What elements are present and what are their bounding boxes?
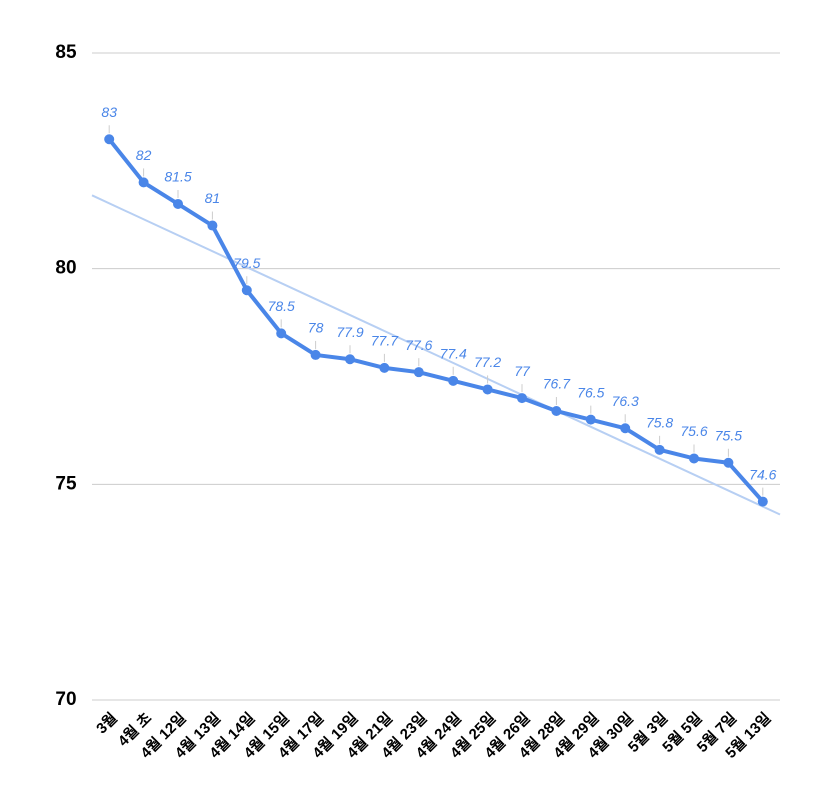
data-label: 82 — [136, 147, 152, 163]
data-label: 77.2 — [474, 354, 501, 370]
point — [757, 496, 768, 507]
data-label: 76.7 — [543, 376, 571, 392]
data-label: 81.5 — [164, 169, 191, 185]
point — [207, 220, 218, 231]
point — [448, 375, 459, 386]
x-tick-label: 3월 — [93, 710, 121, 738]
data-label: 74.6 — [749, 466, 776, 482]
point — [585, 414, 596, 425]
data-label: 75.5 — [715, 427, 742, 443]
data-label: 81 — [205, 190, 221, 206]
data-label: 75.8 — [646, 415, 673, 431]
point — [620, 423, 631, 434]
point — [689, 453, 699, 464]
data-label: 77.9 — [336, 324, 363, 340]
point — [345, 354, 355, 365]
point — [379, 362, 390, 373]
data-label: 78.5 — [268, 298, 295, 314]
point — [654, 444, 665, 455]
data-label: 77.4 — [440, 346, 467, 362]
data-label: 83 — [101, 104, 117, 120]
data-label: 76.5 — [577, 384, 604, 400]
point — [241, 285, 252, 296]
point — [138, 177, 149, 188]
y-tick-label: 75 — [55, 473, 77, 494]
point — [310, 349, 321, 360]
y-tick-label: 85 — [55, 42, 77, 63]
trendline — [91, 194, 781, 516]
data-label: 77.7 — [371, 333, 399, 349]
point — [723, 457, 734, 468]
y-tick-label: 80 — [55, 258, 76, 279]
point — [173, 198, 183, 209]
point — [551, 406, 562, 417]
data-label: 79.5 — [233, 255, 260, 271]
point — [413, 367, 424, 378]
point — [482, 384, 493, 395]
point — [276, 328, 287, 339]
data-label: 77.6 — [405, 337, 432, 353]
line — [107, 138, 765, 503]
data-label: 75.6 — [680, 423, 707, 439]
data-label: 76.3 — [612, 393, 639, 409]
point — [104, 134, 115, 145]
data-label: 78 — [308, 320, 324, 336]
y-tick-label: 70 — [55, 689, 76, 710]
data-label: 77 — [514, 363, 531, 379]
point — [517, 393, 527, 404]
